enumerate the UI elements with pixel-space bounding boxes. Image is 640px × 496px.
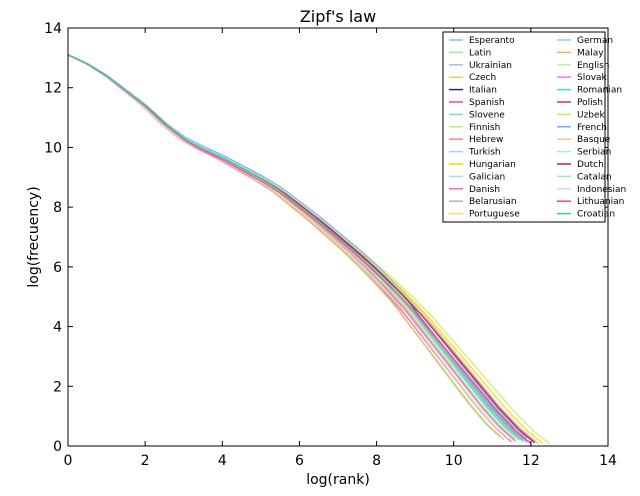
series-line-latin <box>67 54 509 440</box>
series-line-uzbek <box>67 54 509 439</box>
legend-label: Finnish <box>469 123 500 133</box>
x-tick-label: 2 <box>141 453 150 469</box>
legend-label: Slovene <box>469 110 505 120</box>
legend-label: Italian <box>469 86 497 96</box>
legend-label: Lithuanian <box>577 197 624 207</box>
legend-label: Basque <box>577 135 611 145</box>
legend-label: Czech <box>469 73 496 83</box>
legend-label: Romanian <box>577 86 622 96</box>
y-tick-label: 8 <box>53 200 62 216</box>
x-tick-label: 12 <box>522 453 540 469</box>
y-tick-label: 14 <box>44 21 62 37</box>
legend-label: Spanish <box>469 98 505 108</box>
legend-label: German <box>577 36 613 46</box>
legend-label: Serbian <box>577 148 611 158</box>
y-axis-label: log(frecuency) <box>26 186 42 287</box>
legend-label: Slovak <box>577 73 608 83</box>
series-line-croatian <box>67 54 524 441</box>
y-tick-label: 4 <box>53 320 62 336</box>
legend-label: Dutch <box>577 160 604 170</box>
legend-label: Catalan <box>577 172 612 182</box>
x-tick-label: 14 <box>599 453 617 469</box>
legend-label: Turkish <box>468 148 501 158</box>
legend-label: Latin <box>469 48 491 58</box>
y-tick-label: 0 <box>53 439 62 455</box>
chart-title: Zipf's law <box>300 7 376 26</box>
legend-label: Hungarian <box>469 160 516 170</box>
legend-label: Croatian <box>577 210 615 220</box>
legend-label: Portuguese <box>469 210 520 220</box>
series-line-indonesian <box>67 54 513 442</box>
y-tick-label: 10 <box>44 140 62 156</box>
legend-label: Hebrew <box>469 135 503 145</box>
legend-box <box>442 31 606 223</box>
legend-label: Malay <box>577 48 604 58</box>
x-tick-label: 0 <box>64 453 73 469</box>
legend-label: Uzbek <box>577 110 606 120</box>
legend-label: Galician <box>469 172 505 182</box>
legend-label: Indonesian <box>577 185 626 195</box>
series-line-galician <box>67 54 501 438</box>
x-tick-label: 4 <box>218 453 227 469</box>
legend-label: Danish <box>469 185 500 195</box>
legend-label: Polish <box>577 98 603 108</box>
series-line-malay <box>67 54 505 441</box>
legend-label: Belarusian <box>469 197 517 207</box>
y-tick-label: 6 <box>53 260 62 276</box>
series-layer <box>67 54 551 445</box>
x-axis-label: log(rank) <box>306 472 370 488</box>
legend-label: French <box>577 123 607 133</box>
legend-label: Esperanto <box>469 36 515 46</box>
y-tick-label: 2 <box>53 379 62 395</box>
y-tick-label: 12 <box>44 81 62 97</box>
x-tick-label: 6 <box>295 453 304 469</box>
x-tick-label: 10 <box>445 453 463 469</box>
legend-label: English <box>577 61 610 71</box>
ticks-layer: 0 2 4 6 8 10 12 14 0 2 4 6 8 10 12 14 <box>44 21 617 469</box>
plot-area-frame <box>67 27 609 447</box>
legend: Esperanto Latin Ukrainian Czech Italian Spani… <box>442 31 626 223</box>
legend-label: Ukrainian <box>469 61 512 71</box>
x-tick-label: 8 <box>372 453 381 469</box>
